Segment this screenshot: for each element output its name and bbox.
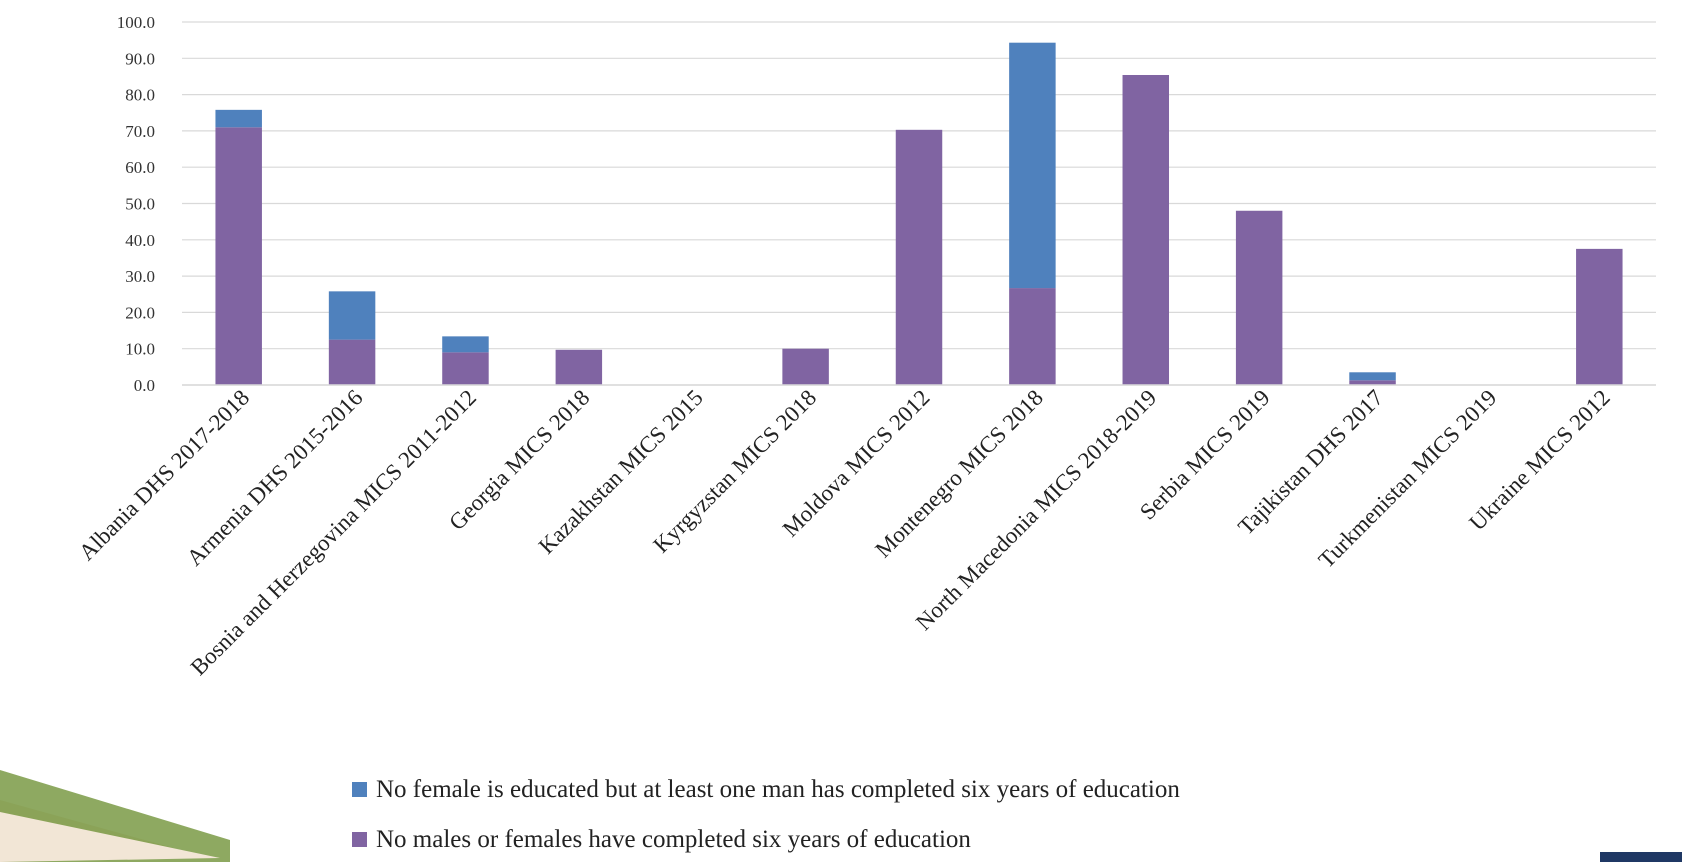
legend-swatch bbox=[352, 832, 367, 847]
bar-segment-female-uneducated bbox=[1009, 42, 1056, 289]
bar-segment-no-education bbox=[1122, 74, 1170, 386]
bar-segment-female-uneducated bbox=[442, 336, 489, 353]
y-axis: 0.0 10.0 20.0 30.0 40.0 50.0 60.0 70.0 80.0 90.0 1… bbox=[117, 13, 155, 395]
y-tick-label: 30.0 bbox=[125, 267, 155, 286]
bar-segment-no-education bbox=[555, 349, 603, 385]
swoosh-highlight bbox=[0, 812, 220, 862]
legend-label: No female is educated but at least one m… bbox=[376, 776, 1180, 803]
y-tick-label: 40.0 bbox=[125, 231, 155, 250]
bar-segment-no-education bbox=[1009, 288, 1056, 385]
bar-segment-no-education bbox=[782, 348, 829, 385]
bar-segment-no-education bbox=[1235, 210, 1283, 385]
bar-segment-no-education bbox=[1349, 380, 1396, 385]
bar-segment-female-uneducated bbox=[1349, 372, 1396, 381]
legend: No female is educated but at least one m… bbox=[352, 776, 1180, 853]
y-tick-label: 50.0 bbox=[125, 195, 155, 214]
legend-swatch bbox=[352, 782, 367, 797]
decorative-swoosh bbox=[0, 770, 230, 862]
bar-segment-no-education bbox=[442, 352, 489, 385]
bar-segment-female-uneducated bbox=[328, 291, 376, 340]
corner-badge bbox=[1600, 852, 1682, 862]
y-tick-label: 80.0 bbox=[125, 86, 155, 105]
bar-segment-no-education bbox=[895, 129, 943, 385]
bar-segment-female-uneducated bbox=[215, 109, 262, 128]
y-tick-label: 100.0 bbox=[117, 13, 155, 32]
bar-segment-no-education bbox=[1576, 248, 1623, 385]
y-tick-label: 0.0 bbox=[134, 376, 155, 395]
y-tick-label: 60.0 bbox=[125, 158, 155, 177]
y-tick-label: 10.0 bbox=[125, 340, 155, 359]
bar-segment-no-education bbox=[215, 127, 262, 386]
y-tick-label: 70.0 bbox=[125, 122, 155, 141]
y-tick-label: 90.0 bbox=[125, 49, 155, 68]
legend-label: No males or females have completed six y… bbox=[376, 826, 971, 853]
bar-segment-no-education bbox=[328, 339, 376, 385]
y-tick-label: 20.0 bbox=[125, 303, 155, 322]
bars bbox=[215, 42, 1623, 386]
x-tick-label: North Macedonia MICS 2018-2019 bbox=[911, 385, 1161, 635]
title-fragment-area bbox=[270, 0, 1370, 8]
